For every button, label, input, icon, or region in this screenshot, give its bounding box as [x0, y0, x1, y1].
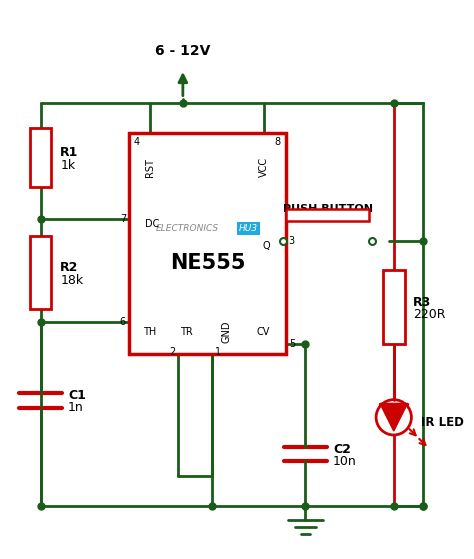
Bar	[383, 270, 404, 344]
Text: NE555: NE555	[170, 253, 245, 273]
Bar	[30, 128, 51, 187]
Text: R1: R1	[60, 146, 79, 159]
Text: C1: C1	[68, 389, 86, 402]
Polygon shape	[380, 404, 408, 431]
Text: GND: GND	[222, 321, 232, 343]
Text: RST: RST	[146, 158, 155, 177]
Text: 18k: 18k	[60, 274, 83, 287]
Text: 220R: 220R	[413, 309, 446, 321]
Text: TH: TH	[143, 327, 156, 337]
Bar	[129, 133, 286, 353]
Text: 1n: 1n	[68, 401, 84, 415]
Text: DC: DC	[145, 219, 159, 229]
Text: 6: 6	[120, 317, 126, 327]
Text: 8: 8	[275, 137, 281, 147]
Text: R3: R3	[413, 296, 432, 309]
Text: 6 - 12V: 6 - 12V	[155, 44, 210, 59]
Text: HU3: HU3	[239, 224, 258, 233]
Text: 2: 2	[169, 348, 175, 358]
Text: 1k: 1k	[60, 159, 75, 172]
Text: 5: 5	[289, 339, 295, 349]
Text: PUSH BUTTON: PUSH BUTTON	[283, 205, 373, 214]
Text: IR LED: IR LED	[421, 416, 464, 429]
Text: 4: 4	[134, 137, 140, 147]
Text: CV: CV	[257, 327, 270, 337]
Text: TR: TR	[180, 327, 192, 337]
Bar	[30, 236, 51, 310]
Text: C2: C2	[333, 443, 351, 456]
Text: 7: 7	[120, 214, 126, 224]
Text: 10n: 10n	[333, 456, 357, 468]
Text: R2: R2	[60, 261, 79, 274]
Text: ELECTRONICS: ELECTRONICS	[156, 224, 219, 233]
Text: VCC: VCC	[259, 157, 269, 177]
Text: 1: 1	[215, 348, 221, 358]
Text: 3: 3	[289, 236, 295, 246]
Bar	[286, 210, 369, 221]
Text: Q: Q	[263, 241, 270, 250]
